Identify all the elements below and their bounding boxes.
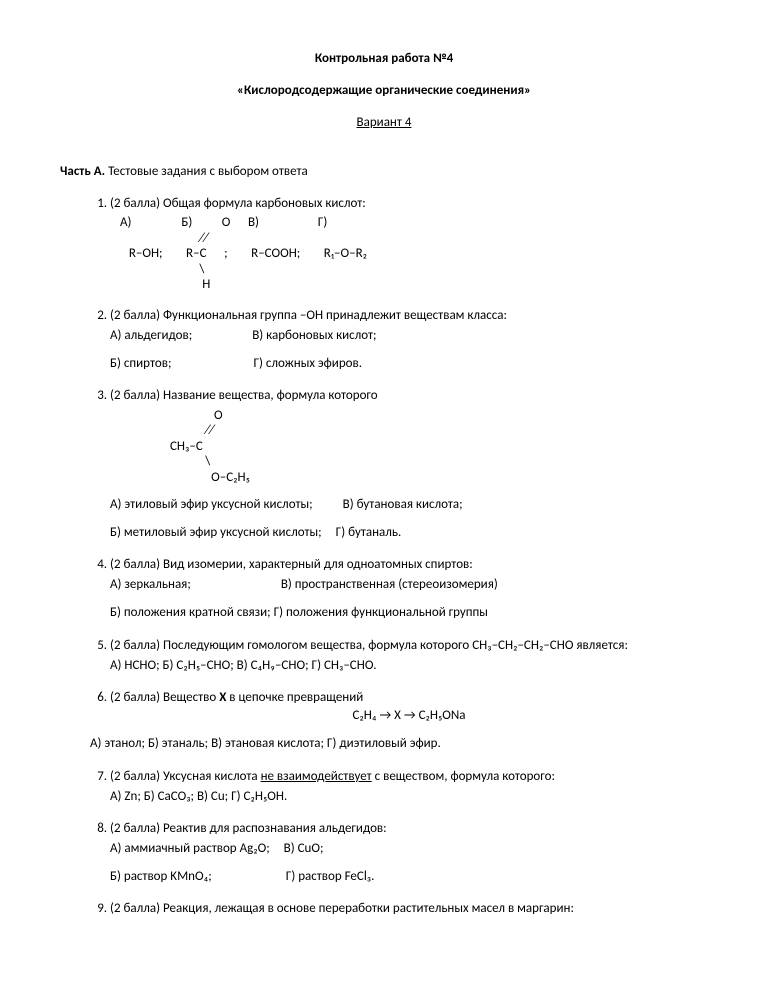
q4-row1: А) зеркальная; В) пространственная (стере… xyxy=(110,576,708,594)
q8-a: А) аммиачный раствор Ag₂O; xyxy=(110,841,270,856)
q8-v: В) CuO; xyxy=(284,841,324,856)
q3-s2: ⁄⁄ xyxy=(120,423,214,438)
q8-prompt: (2 балла) Реактив для распознавания альд… xyxy=(110,820,708,838)
q2-prompt: (2 балла) Функциональная группа –ОН прин… xyxy=(110,307,708,325)
question-2: (2 балла) Функциональная группа –ОН прин… xyxy=(110,307,708,374)
q3-a: А) этиловый эфир уксусной кислоты; xyxy=(110,497,313,512)
part-a-header: Часть А. Тестовые задания с выбором отве… xyxy=(60,163,708,181)
q1-prompt: (2 балла) Общая формула карбоновых кисло… xyxy=(110,195,708,213)
q1-s4: \ xyxy=(120,262,204,277)
q4-prompt: (2 балла) Вид изомерии, характерный для … xyxy=(110,556,708,574)
q4-b: Б) положения кратной связи; xyxy=(110,605,271,620)
q7-p1: (2 балла) Уксусная кислота xyxy=(110,769,261,784)
q7-opts: А) Zn; Б) CaCO₃; В) Cu; Г) C₂H₅OH. xyxy=(110,788,708,806)
q1-labels: А) Б) O В) Г) xyxy=(120,215,327,230)
q3-s3: CH₃–C xyxy=(120,439,203,454)
q8-row2: Б) раствор KMnO₄; Г) раствор FeCl₃. xyxy=(110,868,708,886)
question-list: (2 балла) Общая формула карбоновых кисло… xyxy=(60,195,708,919)
question-8: (2 балла) Реактив для распознавания альд… xyxy=(110,820,708,887)
q7-p2: с веществом, формула которого: xyxy=(372,769,555,784)
doc-title-2: «Кислородсодержащие органические соедине… xyxy=(60,82,708,100)
question-3: (2 балла) Название вещества, формула кот… xyxy=(110,387,708,542)
q1-struct: А) Б) O В) Г) ⁄⁄ R–OH; R–C ; R–COOH; R₁–… xyxy=(120,215,708,293)
q2-row1: А) альдегидов; В) карбоновых кислот; xyxy=(110,327,708,345)
question-6: (2 балла) Вещество Х в цепочке превращен… xyxy=(110,689,708,754)
q1-s2: ⁄⁄ xyxy=(120,231,208,246)
q3-g: Г) бутаналь. xyxy=(336,525,402,540)
q2-row2: Б) спиртов; Г) сложных эфиров. xyxy=(110,355,708,373)
q6-p1: (2 балла) Вещество xyxy=(110,690,219,705)
q3-s5: O–C₂H₅ xyxy=(120,470,250,485)
q7-u: не взаимодействует xyxy=(261,769,372,784)
q3-struct: O ⁄⁄ CH₃–C \ O–C₂H₅ xyxy=(120,408,708,486)
q2-v: В) карбоновых кислот; xyxy=(252,328,376,343)
question-5: (2 балла) Последующим гомологом вещества… xyxy=(110,637,708,675)
q3-row1: А) этиловый эфир уксусной кислоты; В) бут… xyxy=(110,496,708,514)
q8-b: Б) раствор KMnO₄; xyxy=(110,869,212,884)
question-7: (2 балла) Уксусная кислота не взаимодейс… xyxy=(110,768,708,806)
q1-s3: R–OH; R–C ; R–COOH; R₁–O–R₂ xyxy=(120,246,367,261)
q6-p2: в цепочке превращений xyxy=(226,690,363,705)
q5-prompt: (2 балла) Последующим гомологом вещества… xyxy=(110,637,708,655)
q2-g: Г) сложных эфиров. xyxy=(253,356,362,371)
q9-prompt: (2 балла) Реакция, лежащая в основе пере… xyxy=(110,900,708,918)
doc-variant: Вариант 4 xyxy=(60,114,708,132)
question-9: (2 балла) Реакция, лежащая в основе пере… xyxy=(110,900,708,918)
q3-b: Б) метиловый эфир уксусной кислоты; xyxy=(110,525,322,540)
part-a-bold: Часть А. xyxy=(60,164,105,179)
q3-s4: \ xyxy=(120,454,210,469)
q6-chain: C₂H₄ → X → C₂H₅ONa xyxy=(110,707,708,725)
q2-a: А) альдегидов; xyxy=(110,328,192,343)
question-4: (2 балла) Вид изомерии, характерный для … xyxy=(110,556,708,623)
q3-prompt: (2 балла) Название вещества, формула кот… xyxy=(110,387,708,405)
q8-g: Г) раствор FeCl₃. xyxy=(286,869,375,884)
doc-title-1: Контрольная работа №4 xyxy=(60,50,708,68)
q1-s5: H xyxy=(120,277,210,292)
q6-opts: А) этанол; Б) этаналь; В) этановая кисло… xyxy=(90,735,708,753)
q3-s1: O xyxy=(120,408,223,423)
part-a-rest: Тестовые задания с выбором ответа xyxy=(105,164,308,179)
q3-row2: Б) метиловый эфир уксусной кислоты; Г) бу… xyxy=(110,524,708,542)
q4-row2: Б) положения кратной связи; Г) положения… xyxy=(110,604,708,622)
q4-a: А) зеркальная; xyxy=(110,577,191,592)
q3-v: В) бутановая кислота; xyxy=(343,497,463,512)
q4-v: В) пространственная (стереоизомерия) xyxy=(281,577,498,592)
question-1: (2 балла) Общая формула карбоновых кисло… xyxy=(110,195,708,293)
q8-row1: А) аммиачный раствор Ag₂O; В) CuO; xyxy=(110,840,708,858)
q2-b: Б) спиртов; xyxy=(110,356,171,371)
q4-g: Г) положения функциональной группы xyxy=(274,605,488,620)
q5-opts: А) HCHO; Б) C₂H₅–CHO; В) C₄H₉–CHO; Г) CH… xyxy=(110,657,708,675)
